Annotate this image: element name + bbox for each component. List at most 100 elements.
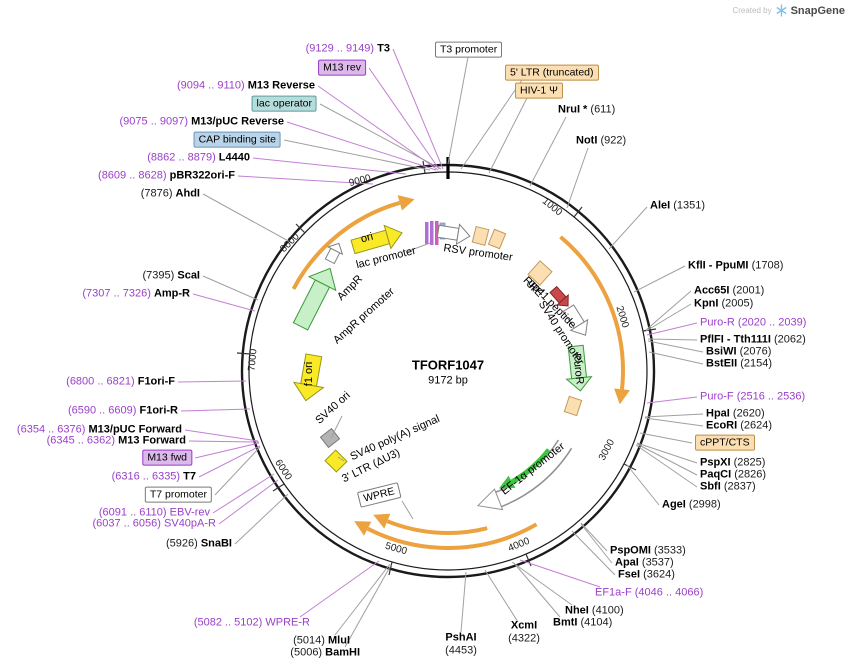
label-t7-promoter-box: T7 promoter xyxy=(144,486,212,503)
label-coords: (2624) xyxy=(740,419,773,432)
label-name: M13/pUC Reverse xyxy=(191,115,284,128)
label-name: KpnI xyxy=(694,297,719,310)
label-mlui: (5014) MluI xyxy=(293,635,350,648)
label-coords: (5014) xyxy=(293,634,325,647)
cppt-box xyxy=(563,395,583,417)
label-coords: (6800 .. 6821) xyxy=(66,375,135,388)
orf-arrows xyxy=(291,195,630,550)
label-name: EcoRI xyxy=(706,419,738,432)
label-coords: (8862 .. 8879) xyxy=(147,151,216,164)
snapgene-logo-icon xyxy=(776,4,787,17)
label-ebv-rev: (6091 .. 6110) EBV-rev xyxy=(99,507,210,520)
label-name: PflFI - Tth111I xyxy=(700,333,771,346)
label-bmti: BmtI (4104) xyxy=(553,617,612,630)
leader-lines-purple xyxy=(177,48,698,618)
ampr-promoter-arrow xyxy=(324,242,344,265)
label-snabi: (5926) SnaBI xyxy=(166,538,232,551)
label-name: lac operator xyxy=(251,95,317,112)
label-ecori: EcoRI (2624) xyxy=(706,420,772,433)
ltr-box xyxy=(471,225,490,246)
label-name: F1ori-R xyxy=(139,404,179,417)
label-cppt-cts-box: cPPT/CTS xyxy=(695,434,755,451)
sv40-promoter-arrow xyxy=(562,304,589,336)
ef1a-promoter-arrow xyxy=(476,439,573,511)
psi-box xyxy=(487,228,507,250)
label-m13-puc-forward: (6354 .. 6376) M13/pUC Forward xyxy=(17,424,182,437)
label-name: L4440 xyxy=(218,151,250,164)
label-kfli-ppumi: KflI - PpuMI (1708) xyxy=(688,260,783,273)
label-name: Acc65I xyxy=(694,284,730,297)
sv40-ori-box xyxy=(319,427,341,449)
label-coords: (922) xyxy=(600,134,627,147)
label-name: T3 xyxy=(377,42,390,55)
label-coords: (4322) xyxy=(508,632,540,644)
label-bsiwi: BsiWI (2076) xyxy=(706,346,771,359)
ef1a-green-arrow xyxy=(499,448,551,489)
label-lac-operator-box: lac operator xyxy=(251,95,317,112)
label-name: KflI - PpuMI xyxy=(688,259,749,272)
label-coords: (3624) xyxy=(643,568,675,581)
label-name: cPPT/CTS xyxy=(695,434,755,451)
label-kpni: KpnI (2005) xyxy=(694,298,753,311)
label-name: XcmI xyxy=(510,619,538,632)
label-amp-r: (7307 .. 7326) Amp-R xyxy=(82,288,190,301)
label-fsei: FseI (3624) xyxy=(618,569,675,582)
label-apai: ApaI (3537) xyxy=(615,557,674,570)
label-name: M13 rev xyxy=(318,59,366,76)
ltr3-box xyxy=(324,449,348,473)
label-name: NotI xyxy=(576,134,598,147)
label-pshai: PshAI (4453) xyxy=(445,631,477,656)
label-name: HIV-1 Ψ xyxy=(515,82,563,99)
label-coords: (9075 .. 9097) xyxy=(119,115,189,128)
label-name: WPRE-R xyxy=(265,616,310,629)
label-coords: (6316 .. 6335) xyxy=(111,470,181,483)
plasmid-size: 9172 bp xyxy=(428,374,468,387)
label-name: M13 Reverse xyxy=(247,79,315,92)
label-name: PaqCI xyxy=(700,468,732,481)
label-name: M13/pUC Forward xyxy=(88,423,182,436)
label-pflfi-tth111i: PflFI - Tth111I (2062) xyxy=(700,334,806,347)
label-bamhi: (5006) BamHI xyxy=(290,647,360,660)
label-coords: (2837) xyxy=(723,480,756,493)
label-name: PspXI xyxy=(700,456,731,469)
label-t3-primer: (9129 .. 9149) T3 xyxy=(306,43,390,56)
label-coords: (4046 .. 4066) xyxy=(634,586,704,599)
label-wpre-r: (5082 .. 5102) WPRE-R xyxy=(194,617,310,630)
label-l4440: (8862 .. 8879) L4440 xyxy=(147,152,250,165)
label-coords: (7876) xyxy=(140,187,173,200)
label-coords: (6091 .. 6110) xyxy=(98,506,167,519)
label-name: SV40pA-R xyxy=(164,517,216,530)
attribution: Created by SnapGene xyxy=(732,4,845,17)
label-name: NheI xyxy=(565,604,589,617)
label-name: EF1a-F xyxy=(595,586,632,599)
plasmid-name: TFORF1047 xyxy=(411,357,485,373)
label-scai: (7395) ScaI xyxy=(143,270,201,283)
label-coords: (6590 .. 6609) xyxy=(67,404,137,417)
label-name: SnaBI xyxy=(200,537,232,550)
label-name: FseI xyxy=(618,568,641,581)
label-name: BsiWI xyxy=(706,345,737,358)
label-puro-r: Puro-R (2020 .. 2039) xyxy=(700,317,806,330)
label-coords: (2516 .. 2536) xyxy=(736,390,806,403)
label-name: T3 promoter xyxy=(435,41,503,58)
label-coords: (6345 .. 6362) xyxy=(46,434,116,447)
inner-label-f1-ori: f1 ori xyxy=(303,361,315,387)
rre-box xyxy=(527,260,553,286)
label-coords: (2020 .. 2039) xyxy=(737,316,807,329)
label-nrui: NruI * (611) xyxy=(558,104,615,117)
label-coords: (4104) xyxy=(580,616,613,629)
ori-arrow xyxy=(350,224,403,255)
label-t3-promoter-box: T3 promoter xyxy=(435,41,503,58)
label-m13-puc-reverse: (9075 .. 9097) M13/pUC Reverse xyxy=(120,116,285,129)
label-name: pBR322ori-F xyxy=(169,169,235,182)
label-name: EBV-rev xyxy=(169,506,210,519)
label-coords: (2005) xyxy=(721,297,754,310)
label-sbfi: SbfI (2837) xyxy=(700,481,756,494)
label-coords: (2062) xyxy=(773,333,806,346)
leader-lines-gray xyxy=(202,56,704,648)
label-coords: (9094 .. 9110) xyxy=(176,79,245,92)
feature-shapes xyxy=(292,221,593,511)
label-5ltr-box: 5' LTR (truncated) xyxy=(505,64,599,81)
